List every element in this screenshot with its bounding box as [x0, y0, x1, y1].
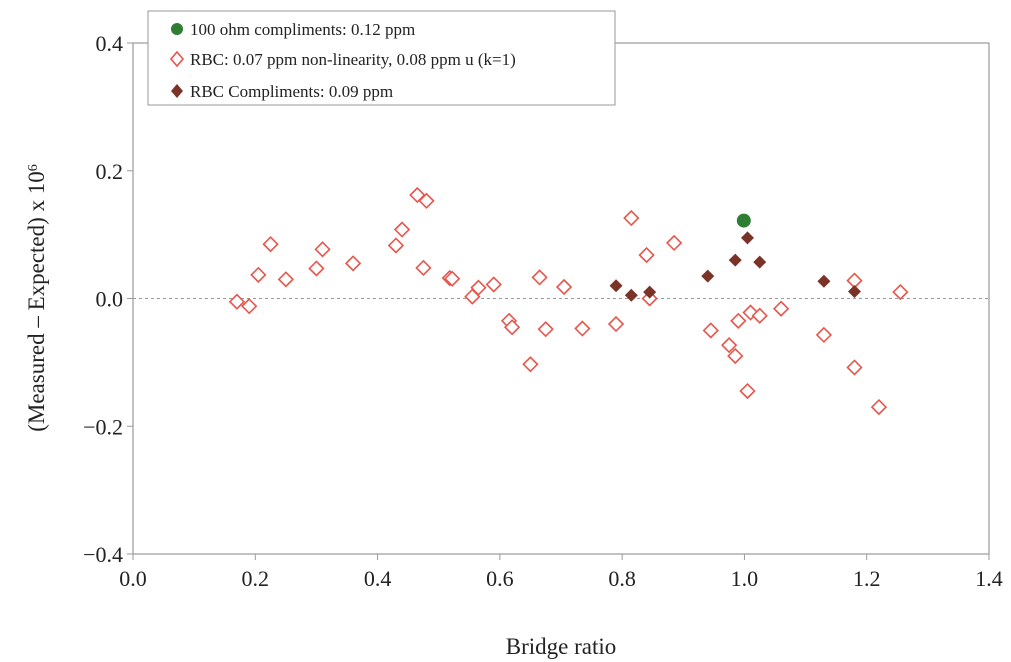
data-point-rbc	[444, 270, 461, 287]
legend-box	[147, 10, 616, 106]
data-point-rbc	[870, 398, 888, 416]
data-point-rbc-compliments	[624, 288, 638, 302]
data-point-rbc	[892, 283, 909, 301]
data-point-rbc	[607, 315, 625, 333]
data-point-rbc	[730, 312, 747, 329]
x-tick-label: 1.4	[975, 566, 1003, 591]
data-point-rbc	[344, 255, 362, 272]
data-point-rbc	[277, 271, 294, 288]
data-point-rbc	[485, 276, 502, 293]
data-point-rbc-compliments	[740, 231, 754, 245]
y-tick-label: 0.4	[96, 31, 124, 56]
legend-marker-100-ohm	[171, 23, 183, 35]
data-point-rbc	[555, 278, 573, 296]
x-tick-label: 0.8	[608, 566, 636, 591]
legend-label-rbc: RBC: 0.07 ppm non-linearity, 0.08 ppm u …	[190, 50, 516, 69]
x-tick-label: 0.6	[486, 566, 514, 591]
data-point-rbc-compliments	[817, 274, 831, 288]
data-point-rbc	[415, 259, 432, 276]
x-tick-label: 0.4	[364, 566, 392, 591]
data-point-rbc	[409, 186, 426, 204]
data-point-rbc-compliments	[753, 255, 767, 269]
data-point-rbc	[772, 300, 790, 317]
data-point-rbc	[638, 246, 655, 264]
x-tick-label: 0.0	[119, 566, 147, 591]
data-point-rbc	[503, 319, 521, 336]
data-point-rbc	[262, 236, 279, 253]
x-tick-label: 1.2	[853, 566, 881, 591]
data-point-rbc-compliments	[643, 285, 657, 299]
data-point-rbc	[739, 382, 756, 400]
data-point-rbc-compliments	[609, 279, 623, 293]
x-tick-label: 1.0	[731, 566, 759, 591]
data-point-rbc-compliments	[728, 253, 742, 267]
legend-marker-rbc	[169, 50, 185, 68]
ticks-layer: 0.0 0.2 0.4 0.6 0.8 1.0 1.2 1.4 −0.4 −0.2 0.0 0.2 0.…	[83, 31, 1003, 591]
data-point-rbc	[393, 221, 411, 238]
data-point-rbc	[702, 322, 719, 339]
data-point-rbc	[250, 266, 267, 283]
legend-marker-rbc-compliments	[171, 84, 183, 98]
data-point-rbc	[623, 209, 640, 227]
x-tick-label: 0.2	[242, 566, 270, 591]
data-point-rbc	[387, 237, 405, 254]
y-tick-label: −0.4	[83, 542, 123, 567]
data-point-100-ohm	[736, 213, 751, 228]
data-point-rbc	[846, 359, 863, 376]
data-point-rbc	[531, 269, 548, 286]
data-point-rbc-compliments	[701, 269, 715, 283]
x-axis-title: Bridge ratio	[506, 634, 617, 659]
data-point-rbc	[574, 320, 591, 337]
data-point-rbc	[751, 307, 768, 324]
legend: 100 ohm compliments: 0.12 ppm RBC: 0.07 …	[147, 10, 616, 106]
data-point-rbc	[815, 326, 833, 344]
data-point-rbc	[522, 356, 539, 373]
data-point-rbc	[537, 321, 554, 338]
legend-label-100-ohm: 100 ohm compliments: 0.12 ppm	[190, 20, 415, 39]
legend-label-rbc-compliments: RBC Compliments: 0.09 ppm	[190, 82, 393, 101]
y-tick-label: 0.0	[96, 287, 124, 312]
data-point-rbc	[314, 241, 331, 258]
y-tick-label: 0.2	[96, 159, 124, 184]
data-point-rbc-compliments	[847, 284, 861, 298]
y-axis-title-main: (Measured – Expected) x 10	[24, 171, 49, 432]
data-point-rbc	[470, 279, 487, 296]
data-point-rbc	[228, 293, 246, 310]
data-point-rbc	[727, 347, 744, 365]
points-layer	[228, 186, 909, 416]
data-point-rbc	[308, 260, 325, 277]
data-point-rbc	[241, 298, 258, 315]
data-point-rbc	[721, 336, 738, 354]
y-tick-label: −0.2	[83, 414, 123, 439]
data-point-rbc	[418, 192, 435, 209]
y-axis-title: (Measured – Expected) x 106	[24, 164, 49, 432]
data-point-rbc	[665, 234, 683, 252]
y-axis-title-exponent: 6	[26, 164, 41, 171]
